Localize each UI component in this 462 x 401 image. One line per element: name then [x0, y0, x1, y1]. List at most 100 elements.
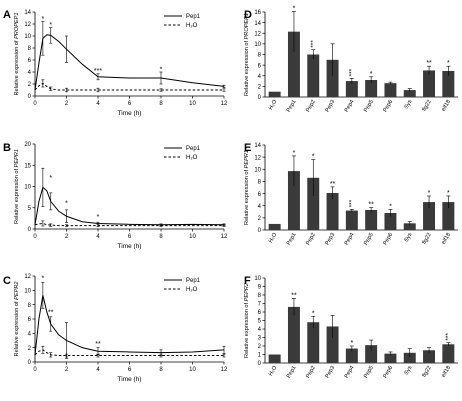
y-tick-label: 1 — [258, 353, 262, 359]
x-tick-label: 4 — [96, 367, 100, 373]
significance-mark: * — [447, 190, 450, 197]
y-tick-label: 0 — [258, 95, 262, 101]
x-tick-label: 6 — [128, 101, 132, 107]
y-tick-label: 14 — [24, 10, 31, 16]
bar — [423, 350, 436, 363]
bar — [442, 70, 455, 97]
category-label: Sys — [404, 365, 414, 376]
significance-mark: * — [389, 203, 392, 210]
y-axis-label: Relative expression of PROPEP1 — [244, 13, 250, 96]
category-label: Pep6 — [382, 99, 394, 113]
significance-mark: *** — [348, 68, 355, 76]
legend-label: Pep1 — [186, 278, 201, 284]
panel-A-line-chart: A 0 2 4 6 8 10 12 14 Relative expression of PROPE… — [3, 9, 228, 117]
y-tick-label: 2 — [258, 344, 262, 350]
category-label: H₂O — [268, 98, 279, 111]
panel-label: B — [3, 142, 11, 154]
category-label: Sys — [404, 232, 414, 243]
y-tick-label: 12 — [254, 155, 261, 161]
y-tick-label: 6 — [28, 58, 32, 64]
legend-label: H₂O — [186, 287, 198, 293]
bar — [268, 354, 281, 363]
series-line-pep1 — [34, 186, 225, 226]
bar — [423, 70, 436, 97]
significance-mark: * — [293, 150, 296, 157]
significance-mark: * — [65, 201, 68, 208]
y-tick-label: 0 — [28, 94, 32, 100]
category-label: Pep5 — [363, 365, 375, 379]
y-tick-label: 6 — [258, 63, 262, 69]
panel-F-bar-chart: F 0 1 2 3 4 5 6 7 8 9 10 Relative expression of PEPR… — [244, 275, 458, 379]
y-tick-label: 0 — [28, 360, 32, 366]
y-tick-label: 2 — [258, 216, 262, 222]
y-axis-label: Relative expression of PEPR1 — [14, 149, 20, 224]
y-tick-label: 12 — [254, 31, 261, 37]
significance-mark: ** — [95, 341, 101, 348]
y-tick-label: 4 — [28, 70, 32, 76]
category-label: elf18 — [441, 232, 452, 246]
y-tick-label: 4 — [258, 204, 262, 210]
x-tick-label: 0 — [33, 367, 37, 373]
category-label: H₂O — [268, 364, 279, 377]
x-tick-label: 12 — [221, 234, 228, 240]
legend-label: Pep1 — [186, 14, 201, 20]
panel-D-bar-chart: D 0 2 4 6 8 10 12 14 16 Relative expression of PRO… — [244, 5, 458, 113]
bar — [287, 31, 300, 97]
significance-mark: *** — [94, 68, 102, 75]
bar — [326, 59, 339, 97]
bar — [365, 80, 378, 97]
y-tick-label: 3 — [258, 336, 262, 342]
bar — [365, 345, 378, 363]
x-tick-label: 2 — [65, 101, 69, 107]
y-tick-label: 20 — [24, 142, 31, 148]
significance-mark: ** — [48, 310, 54, 317]
significance-mark: * — [447, 60, 450, 67]
significance-mark: ** — [368, 202, 374, 209]
bar — [403, 90, 416, 97]
y-axis-label: Relative expression of PEPR2 — [244, 282, 250, 358]
significance-mark: * — [370, 71, 373, 78]
category-label: Pep6 — [382, 232, 394, 246]
significance-mark: * — [312, 154, 315, 161]
y-tick-label: 12 — [24, 274, 31, 280]
significance-mark: * — [42, 275, 45, 282]
bar — [384, 353, 397, 363]
y-tick-label: 8 — [258, 293, 262, 299]
series-line-h2o — [34, 82, 224, 91]
panel-label: C — [3, 275, 11, 287]
series-line-pep1 — [34, 295, 225, 355]
legend-label: H₂O — [186, 155, 198, 161]
category-label: elf18 — [441, 99, 452, 113]
bar — [365, 209, 378, 230]
bar — [307, 177, 320, 230]
bar — [345, 348, 358, 363]
category-label: Pep4 — [344, 232, 356, 246]
category-label: H₂O — [268, 231, 279, 244]
category-label: Pep2 — [305, 99, 317, 113]
significance-mark: *** — [348, 199, 355, 207]
y-tick-label: 6 — [258, 310, 262, 316]
y-tick-label: 0 — [258, 228, 262, 234]
x-tick-label: 4 — [96, 101, 100, 107]
category-label: Pep4 — [344, 365, 356, 379]
x-tick-label: 6 — [128, 234, 132, 240]
significance-mark: * — [350, 340, 353, 347]
x-tick-label: 2 — [65, 367, 69, 373]
y-axis-label: Relative expression of PEPR1 — [244, 150, 250, 225]
significance-mark: * — [428, 190, 431, 197]
bar — [345, 81, 358, 97]
y-tick-label: 8 — [28, 303, 32, 309]
significance-mark: * — [160, 66, 163, 73]
bar — [307, 54, 320, 97]
significance-mark: *** — [310, 40, 317, 48]
bar — [403, 352, 416, 363]
significance-mark: * — [49, 22, 52, 29]
y-tick-label: 2 — [258, 85, 262, 91]
bar — [326, 326, 339, 363]
y-tick-label: 12 — [24, 22, 31, 28]
bar — [442, 202, 455, 230]
x-tick-label: 0 — [33, 101, 37, 107]
category-label: Pep2 — [305, 232, 317, 246]
bar — [384, 213, 397, 230]
